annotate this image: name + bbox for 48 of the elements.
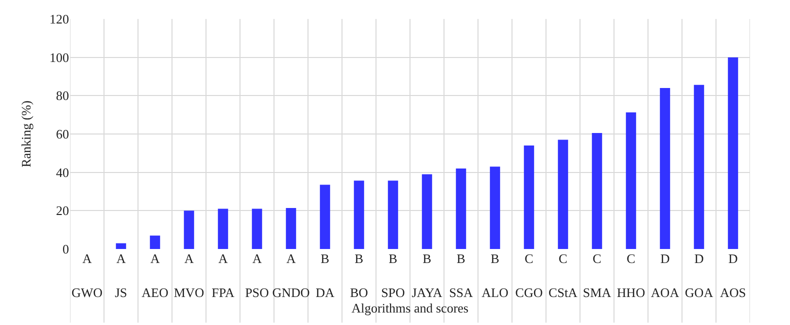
bar [694,84,704,249]
category-label: A GNDO [272,251,310,300]
category-label: D AOA [650,251,680,300]
bar [116,243,126,249]
category-label: B BO [350,251,368,300]
y-tick-label: 40 [56,164,69,180]
y-tick-label: 20 [56,203,69,218]
category-label: B JAYA [412,251,442,300]
category-label: C CStA [548,251,578,300]
category-label: A FPA [212,251,234,300]
bar [218,208,228,249]
category-label: C SMA [582,251,612,300]
y-tick-label: 100 [50,50,69,65]
bar [354,180,364,249]
category-label: A PSO [245,251,269,300]
x-axis-title: Algorithms and scores [352,300,468,316]
bar [150,236,160,249]
bar [592,133,602,249]
category-label: C HHO [616,251,646,300]
bar [252,208,262,249]
bar [422,174,432,249]
y-tick-label: 0 [62,242,69,257]
y-tick-label: 120 [50,12,69,27]
bar [660,88,670,249]
y-tick-label: 60 [56,126,69,142]
category-label: A GWO [71,251,103,300]
category-label: B SSA [449,251,473,300]
category-label: D AOS [720,251,746,300]
category-label: B ALO [482,251,508,300]
bar [286,208,296,249]
bar [388,180,398,249]
y-tick-label: 80 [56,88,69,104]
category-label: D GOA [684,251,714,300]
category-label: A MVO [174,251,204,300]
bar [728,57,738,249]
y-axis-title: Ranking (%) [18,100,34,168]
bar [558,140,568,249]
bar [490,166,500,249]
bar [184,210,194,249]
category-label: B SPO [381,251,405,300]
category-label: A AEO [142,251,168,300]
bar [524,146,534,249]
category-label: A JS [114,251,128,300]
category-label: B DA [316,251,334,300]
bar [320,184,330,249]
bar [456,168,466,249]
bar [626,112,636,249]
category-label: C CGO [515,251,543,300]
